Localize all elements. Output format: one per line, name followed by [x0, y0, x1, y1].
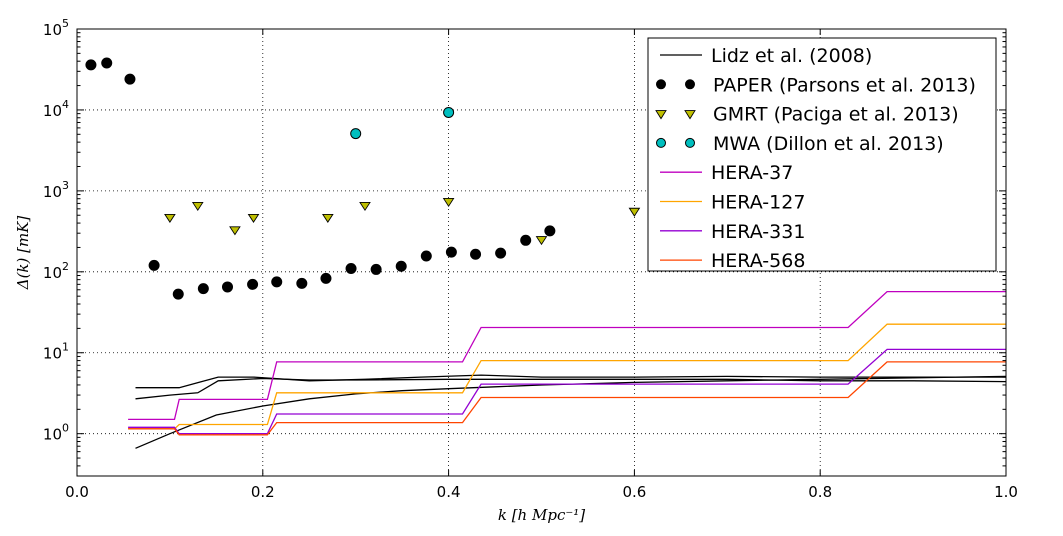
legend-label-mwa-dillon-et-al-2013: MWA (Dillon et al. 2013): [713, 133, 944, 155]
x-tick-label: 0.4: [437, 483, 461, 501]
y-tick-label: 104: [43, 98, 69, 120]
paper-parsons-et-al-2013-point: [445, 246, 457, 258]
paper-parsons-et-al-2013-point: [345, 262, 357, 274]
legend-marker-gmrt-paciga-et-al-2013: [684, 110, 696, 120]
y-axis-label: Δ(k) [mK]: [14, 216, 32, 291]
paper-parsons-et-al-2013-point: [370, 263, 382, 275]
paper-parsons-et-al-2013-point: [296, 277, 308, 289]
gmrt-paciga-et-al-2013-point: [247, 213, 260, 223]
paper-parsons-et-al-2013-point: [148, 259, 160, 271]
axis-ticks: 0.0 0.2 0.4 0.6 0.8 1.0 100 101 102 103 104 105: [43, 17, 1018, 501]
series-group: [85, 57, 1006, 449]
x-tick-label: 1.0: [994, 483, 1018, 501]
gmrt-paciga-et-al-2013-point: [442, 198, 455, 208]
legend-label-hera-568: HERA-568: [711, 250, 805, 272]
gmrt-paciga-et-al-2013-point: [359, 202, 371, 212]
x-tick-label: 0.8: [808, 483, 832, 501]
grid-lines: [77, 29, 1006, 476]
hera-568-line: [128, 361, 1006, 436]
gmrt-paciga-et-al-2013-point: [628, 207, 641, 217]
paper-parsons-et-al-2013-point: [495, 247, 507, 259]
gmrt-paciga-et-al-2013-point: [535, 236, 548, 246]
legend-marker-mwa-dillon-et-al-2013: [656, 137, 666, 148]
legend-marker-paper-parsons-et-al-2013: [656, 79, 666, 90]
paper-parsons-et-al-2013-point: [101, 57, 113, 69]
paper-parsons-et-al-2013-point: [420, 250, 432, 262]
legend-label-gmrt-paciga-et-al-2013: GMRT (Paciga et al. 2013): [713, 104, 959, 126]
paper-parsons-et-al-2013-point: [520, 234, 532, 246]
mwa-dillon-et-al-2013-point: [350, 128, 362, 140]
legend-label-paper-parsons-et-al-2013: PAPER (Parsons et al. 2013): [713, 74, 976, 96]
mwa-dillon-et-al-2013-point: [443, 106, 455, 118]
x-tick-label: 0.2: [251, 483, 275, 501]
paper-parsons-et-al-2013-point: [320, 272, 332, 284]
x-tick-label: 0.0: [65, 483, 89, 501]
y-tick-label: 103: [43, 179, 69, 201]
legend-marker-gmrt-paciga-et-al-2013: [655, 110, 667, 120]
gmrt-paciga-et-al-2013-point: [164, 213, 176, 223]
paper-parsons-et-al-2013-point: [85, 59, 97, 71]
plot-area: [85, 57, 1006, 449]
lidz-et-al-2008-line: [135, 375, 1006, 449]
legend-label-hera-331: HERA-331: [711, 221, 805, 243]
x-tick-label: 0.6: [622, 483, 646, 501]
legend-label-hera-127: HERA-127: [711, 192, 805, 214]
legend-marker-mwa-dillon-et-al-2013: [685, 137, 695, 148]
hera-331-line: [128, 348, 1006, 435]
y-tick-label: 100: [43, 422, 69, 444]
legend-label-lidz-et-al-2008: Lidz et al. (2008): [711, 45, 872, 67]
paper-parsons-et-al-2013-point: [197, 283, 209, 295]
gmrt-paciga-et-al-2013-point: [229, 226, 241, 236]
paper-parsons-et-al-2013-point: [172, 288, 184, 300]
y-tick-label: 102: [43, 260, 69, 282]
x-axis-label: k [h Mpc⁻¹]: [498, 506, 585, 524]
legend-label-hera-37: HERA-37: [711, 162, 793, 184]
y-tick-label: 101: [43, 341, 69, 363]
gmrt-paciga-et-al-2013-point: [191, 202, 204, 212]
axes-frame: [76, 28, 1007, 477]
paper-parsons-et-al-2013-point: [395, 260, 407, 272]
paper-parsons-et-al-2013-point: [544, 225, 556, 237]
paper-parsons-et-al-2013-point: [124, 73, 136, 85]
lidz-et-al-2008-line: [135, 377, 1006, 400]
paper-parsons-et-al-2013-point: [221, 281, 233, 293]
gmrt-paciga-et-al-2013-point: [322, 213, 334, 223]
y-tick-label: 105: [43, 17, 69, 39]
legend-marker-paper-parsons-et-al-2013: [685, 79, 695, 90]
legend: Lidz et al. (2008) PAPER (Parsons et al. …: [647, 37, 997, 272]
paper-parsons-et-al-2013-point: [247, 278, 259, 290]
hera-127-line: [128, 323, 1006, 430]
lidz-et-al-2008-line: [135, 374, 1006, 389]
paper-parsons-et-al-2013-point: [470, 248, 482, 260]
paper-parsons-et-al-2013-point: [271, 276, 283, 288]
hera-37-line: [128, 290, 1006, 421]
legend-box: [647, 37, 997, 272]
